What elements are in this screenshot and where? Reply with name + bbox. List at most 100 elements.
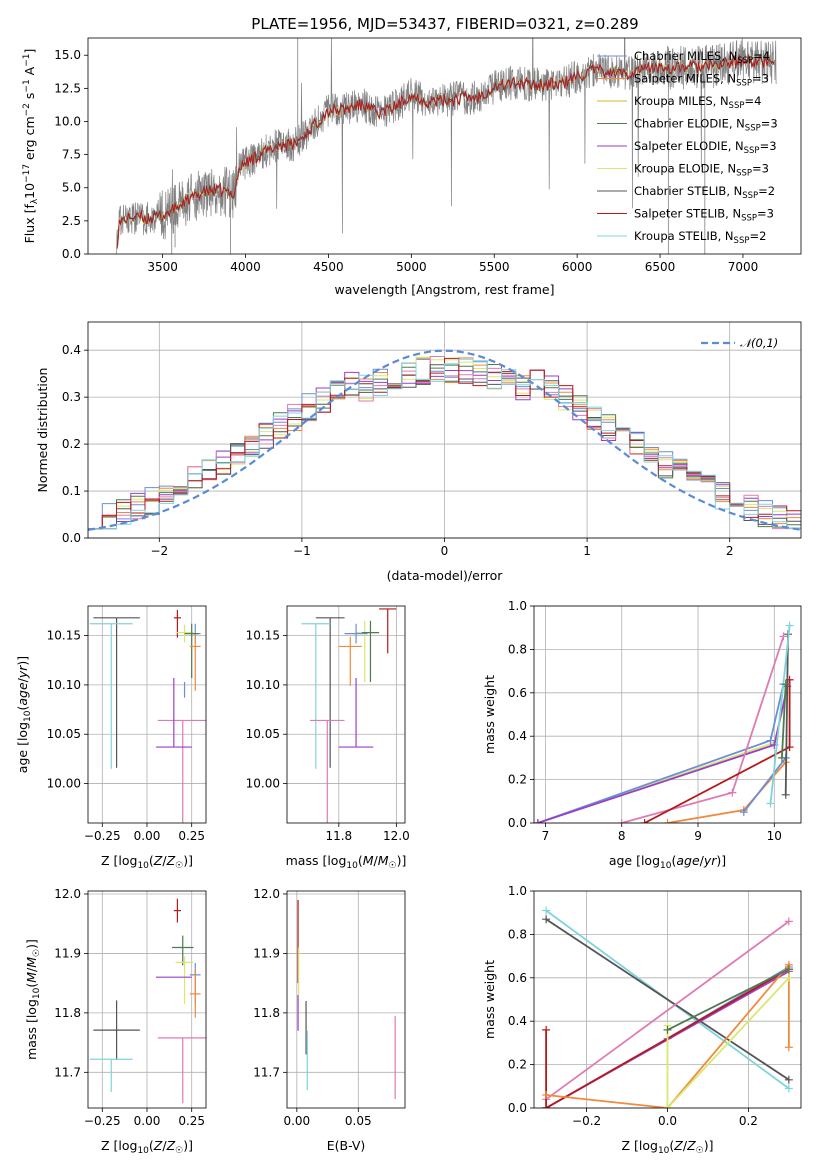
x-tick-label: 11.8 [325, 829, 352, 843]
legend-entry: Chabrier MILES, NSSP=4 [634, 49, 770, 66]
y-tick-label: 2.5 [62, 214, 81, 228]
weight-marker [784, 1043, 793, 1052]
weight-marker [766, 736, 775, 745]
y-tick-label: 0.3 [62, 390, 81, 404]
y-tick-label: 11.7 [253, 1065, 280, 1079]
y-tick-label: 10.05 [246, 727, 280, 741]
weight-line [545, 920, 790, 1101]
y-tick-label: 0.2 [62, 437, 81, 451]
x-tick-label: −0.2 [572, 1114, 601, 1128]
x-tick-label: 5000 [396, 260, 427, 274]
weight-line [769, 625, 791, 804]
weight-marker [663, 819, 672, 823]
y-tick-label: 11.7 [54, 1065, 81, 1079]
weight-marker [739, 808, 748, 817]
weight-marker [542, 1090, 551, 1099]
weight-marker [785, 621, 794, 630]
y-tick-label: 0.0 [62, 531, 81, 545]
x-axis-label: Z [log10(Z/Z☉)] [101, 853, 193, 871]
weight-line [666, 977, 790, 1108]
y-tick-label: 0.2 [508, 773, 527, 787]
weight-marker [777, 753, 786, 762]
y-tick-label: 11.8 [253, 1006, 280, 1020]
weight-marker [728, 788, 737, 797]
axes-frame [87, 37, 802, 255]
y-tick-label: 10.0 [54, 114, 81, 128]
figure-title: PLATE=1956, MJD=53437, FIBERID=0321, z=0… [251, 15, 638, 33]
weight-marker [542, 1104, 551, 1108]
legend-entry: Kroupa STELIB, NSSP=2 [634, 229, 766, 246]
weight-marker [640, 819, 649, 823]
y-axis-label: mass weight [482, 675, 497, 754]
x-tick-label: 6000 [562, 260, 593, 274]
plot-area [297, 899, 396, 1100]
y-tick-label: 10.05 [47, 727, 81, 741]
x-tick-label: 9 [694, 829, 702, 843]
y-tick-label: 10.00 [246, 777, 280, 791]
y-tick-label: 0.4 [508, 729, 527, 743]
residual-histogram-panel: −2 −1 0 1 2 0.0 0.1 0.2 0.3 0.4 (data-model)/error… [35, 321, 802, 583]
weight-marker [663, 1025, 672, 1034]
y-tick-label: 0.0 [508, 1101, 527, 1115]
legend-entry: Chabrier STELIB, NSSP=2 [634, 184, 775, 201]
y-axis-label: mass [log10(M/M☉)] [24, 939, 42, 1060]
x-tick-label: 0 [441, 544, 449, 558]
y-tick-label: 0.4 [508, 1014, 527, 1028]
weight-marker [784, 1075, 793, 1084]
weight-line [644, 746, 791, 823]
y-axis-label: mass weight [482, 960, 497, 1039]
histogram-step-kroupa-stelib [88, 358, 801, 538]
legend-entry: Salpeter ELODIE, NSSP=3 [634, 139, 777, 156]
weight-marker [781, 790, 790, 799]
y-tick-label: 15.0 [54, 48, 81, 62]
x-axis-label: wavelength [Angstrom, rest frame] [334, 282, 554, 297]
weight-marker [534, 819, 542, 823]
axes-frame [533, 890, 802, 1109]
gaussian-curve [88, 349, 801, 531]
x-axis-label: (data-model)/error [387, 568, 504, 583]
weight-line [781, 684, 787, 758]
plot-area [88, 349, 801, 538]
x-axis-label: Z [log10(Z/Z☉)] [101, 1138, 193, 1156]
y-tick-label: 11.9 [54, 946, 81, 960]
x-tick-label: 6500 [645, 260, 676, 274]
x-tick-label: 5500 [479, 260, 510, 274]
axes-frame [87, 321, 802, 539]
y-tick-label: 0.0 [508, 816, 527, 830]
y-tick-label: 12.0 [54, 887, 81, 901]
weight-marker [542, 915, 551, 924]
model-line-salpeter-stelib [116, 54, 775, 249]
x-axis-label: Z [log10(Z/Z☉)] [621, 1138, 713, 1156]
x-tick-label: −0.25 [84, 1114, 121, 1128]
x-tick-label: −1 [293, 544, 311, 558]
weight-marker [779, 632, 788, 641]
spectrum-panel: 3500 4000 4500 5000 5500 6000 6500 7000 0.0 2.5 5.… [22, 37, 802, 297]
y-tick-label: 0.8 [508, 927, 527, 941]
y-tick-label: 10.15 [246, 629, 280, 643]
weight-marker [542, 906, 551, 915]
plot-area [542, 906, 793, 1108]
weight-line [784, 634, 789, 795]
weight-marker [663, 1104, 672, 1108]
x-tick-label: 3500 [147, 260, 178, 274]
weight-marker [784, 1084, 793, 1093]
plot-area [89, 609, 206, 823]
x-tick-label: −0.25 [84, 829, 121, 843]
y-tick-label: 0.1 [62, 484, 81, 498]
y-tick-label: 10.10 [246, 678, 280, 692]
legend-entry: Salpeter MILES, NSSP=3 [634, 72, 769, 89]
x-tick-label: 0.0 [658, 1114, 677, 1128]
x-tick-label: 1 [583, 544, 591, 558]
weight-marker [784, 965, 793, 974]
axes-frame [87, 605, 207, 824]
weight-line [743, 757, 787, 813]
y-tick-label: 0.6 [508, 971, 527, 985]
y-tick-label: 7.5 [62, 148, 81, 162]
y-tick-label: 12.5 [54, 81, 81, 95]
y-axis-label: age [log10(age/yr)] [15, 656, 33, 773]
y-tick-label: 5.0 [62, 181, 81, 195]
y-axis-label: Normed distribution [35, 368, 50, 493]
y-tick-label: 1.0 [508, 884, 527, 898]
plot-area [116, 38, 777, 254]
